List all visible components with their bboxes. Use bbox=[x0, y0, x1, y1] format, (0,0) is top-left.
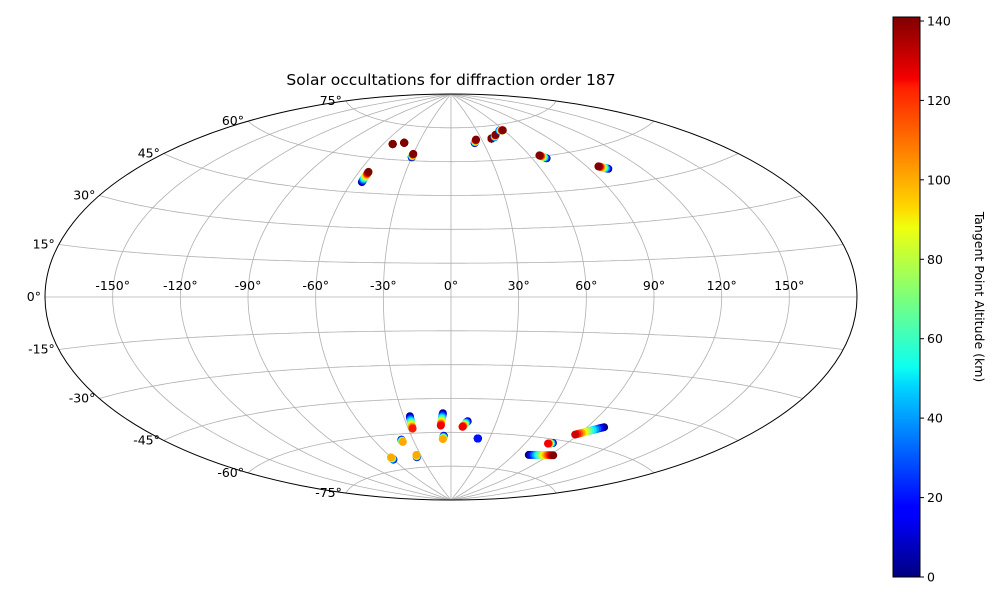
lon-tick-label: 150° bbox=[774, 278, 804, 293]
lat-tick-label: 45° bbox=[138, 146, 160, 161]
occultation-point bbox=[535, 151, 544, 160]
colorbar-ticks: 0 20 40 60 80 100 120 140 bbox=[920, 14, 951, 585]
occultation-point bbox=[400, 138, 409, 147]
colorbar bbox=[892, 16, 921, 578]
colorbar-tick-label: 80 bbox=[927, 252, 943, 267]
lat-tick-label: -45° bbox=[133, 433, 160, 448]
occultation-point bbox=[571, 430, 580, 439]
lon-tick-label: 90° bbox=[643, 278, 665, 293]
lon-tick-label: -30° bbox=[370, 278, 397, 293]
lat-tick-label: -15° bbox=[28, 342, 55, 357]
gridlines bbox=[45, 94, 857, 500]
longitude-tick-labels: -150° -120° -90° -60° -30° 0° 30° 60° 90° 120° 150… bbox=[95, 278, 804, 293]
occultation-point bbox=[409, 149, 418, 158]
occultation-point bbox=[498, 126, 507, 135]
occultation-point bbox=[408, 424, 417, 433]
occultation-point bbox=[549, 451, 558, 460]
lon-tick-label: 60° bbox=[575, 278, 597, 293]
lat-tick-label: 15° bbox=[33, 237, 55, 252]
occultation-point bbox=[388, 140, 397, 149]
occultation-points bbox=[357, 126, 613, 464]
lon-tick-label: -90° bbox=[235, 278, 262, 293]
lat-tick-label: 0° bbox=[27, 289, 41, 304]
occultation-point bbox=[472, 135, 480, 144]
lat-tick-label: 30° bbox=[73, 188, 95, 203]
colorbar-tick-label: 40 bbox=[927, 411, 943, 426]
occultation-point bbox=[398, 437, 407, 446]
latitude-tick-labels: 75° 60° 45° 30° 15° 0° -15° -30° -45° -60° -75° bbox=[27, 93, 342, 500]
colorbar-tick-label: 100 bbox=[927, 172, 951, 187]
lon-tick-label: 30° bbox=[508, 278, 530, 293]
occultation-point bbox=[438, 435, 447, 444]
meridian-120 bbox=[450, 94, 723, 500]
colorbar-tick-label: 0 bbox=[927, 570, 935, 585]
occultation-point bbox=[436, 421, 445, 430]
occultation-point bbox=[473, 434, 482, 443]
occultation-point bbox=[544, 439, 552, 448]
lat-tick-label: -60° bbox=[217, 465, 244, 480]
lat-tick-label: 60° bbox=[222, 113, 244, 128]
occultation-point bbox=[458, 422, 467, 431]
occultation-point bbox=[364, 167, 373, 176]
lat-tick-label: -30° bbox=[69, 391, 96, 406]
lon-tick-label: -150° bbox=[95, 278, 130, 293]
colorbar-tick-label: 140 bbox=[927, 14, 951, 29]
meridian--150 bbox=[112, 94, 452, 500]
lon-tick-label: -120° bbox=[163, 278, 198, 293]
meridian-150 bbox=[450, 94, 790, 500]
chart-title: Solar occultations for diffraction order… bbox=[286, 71, 615, 89]
occultation-point bbox=[412, 450, 421, 459]
colorbar-label: Tangent Point Altitude (km) bbox=[972, 211, 987, 383]
lon-tick-label: 120° bbox=[707, 278, 737, 293]
lat-tick-label: 75° bbox=[320, 93, 342, 108]
meridian-90 bbox=[450, 94, 655, 500]
lat-tick-label: -75° bbox=[315, 485, 342, 500]
meridian--90 bbox=[247, 94, 452, 500]
meridian-30 bbox=[450, 94, 520, 500]
colorbar-tick-label: 20 bbox=[927, 490, 943, 505]
lon-tick-label: 0° bbox=[444, 278, 458, 293]
colorbar-tick-label: 120 bbox=[927, 93, 951, 108]
lon-tick-label: -60° bbox=[302, 278, 329, 293]
meridian--60 bbox=[315, 94, 452, 500]
occultation-point bbox=[387, 453, 395, 462]
meridian-60 bbox=[450, 94, 587, 500]
occultation-point bbox=[594, 162, 603, 171]
meridian--120 bbox=[179, 94, 452, 500]
colorbar-tick-label: 60 bbox=[927, 331, 943, 346]
map-boundary bbox=[44, 93, 858, 501]
